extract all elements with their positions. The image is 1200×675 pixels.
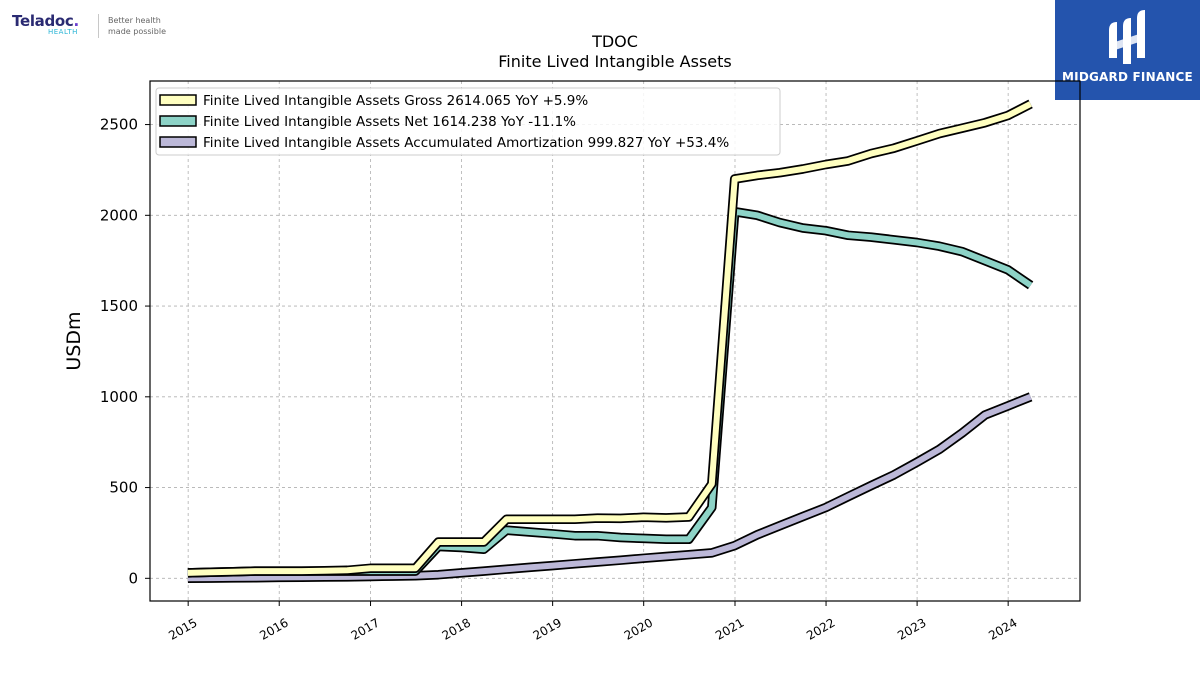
chart-subtitle: Finite Lived Intangible Assets — [498, 52, 732, 71]
legend-label: Finite Lived Intangible Assets Gross 261… — [203, 93, 588, 109]
series-line-outline — [187, 99, 1033, 578]
series-3 — [187, 392, 1033, 584]
legend-item: Finite Lived Intangible Assets Gross 261… — [159, 93, 588, 109]
grid — [150, 81, 1080, 601]
series-1 — [187, 99, 1033, 578]
legend: Finite Lived Intangible Assets Gross 261… — [155, 87, 781, 156]
plot-frame — [149, 80, 1081, 602]
legend-item: Finite Lived Intangible Assets Net 1614.… — [159, 114, 576, 130]
x-tick-label: 2023 — [895, 615, 928, 642]
legend-label: Finite Lived Intangible Assets Net 1614.… — [203, 114, 576, 130]
series-line — [187, 101, 1032, 576]
series-line — [187, 394, 1032, 582]
logo-wordmark: Teladoc. — [12, 12, 79, 30]
legend-label: Finite Lived Intangible Assets Accumulat… — [203, 135, 729, 151]
y-tick-label: 2000 — [100, 206, 138, 224]
y-tick-label: 1500 — [100, 297, 138, 315]
legend-swatch — [159, 136, 197, 148]
y-tick-label: 1000 — [100, 388, 138, 406]
brand-name: MIDGARD FINANCE — [1062, 70, 1193, 84]
x-tick-label: 2022 — [804, 615, 837, 642]
legend-swatch — [159, 115, 197, 127]
x-tick-label: 2018 — [440, 615, 473, 642]
logo-divider — [98, 14, 99, 38]
chart-title: TDOC — [592, 32, 638, 51]
x-tick-label: 2015 — [166, 615, 199, 642]
x-tick-label: 2021 — [713, 615, 746, 642]
legend-box — [155, 87, 781, 156]
x-tick-label: 2019 — [531, 615, 564, 642]
x-tick-label: 2020 — [622, 615, 655, 642]
y-tick-label: 0 — [128, 569, 138, 587]
y-tick-label: 2500 — [100, 116, 138, 134]
logo-tagline: Better health made possible — [108, 16, 166, 36]
logo-subtext: HEALTH — [48, 28, 78, 36]
midgard-finance-logo: MIDGARD FINANCE — [1055, 0, 1200, 100]
x-tick-label: 2024 — [986, 615, 1019, 642]
teladoc-logo: Teladoc. HEALTH Better health made possi… — [10, 10, 180, 42]
y-axis-label: USDm — [63, 311, 85, 370]
x-tick-label: 2017 — [349, 615, 382, 642]
legend-swatch — [159, 94, 197, 106]
y-tick-label: 500 — [109, 479, 138, 497]
midgard-mark-icon — [1109, 10, 1145, 64]
legend-item: Finite Lived Intangible Assets Accumulat… — [159, 135, 729, 151]
x-tick-label: 2016 — [257, 615, 290, 642]
